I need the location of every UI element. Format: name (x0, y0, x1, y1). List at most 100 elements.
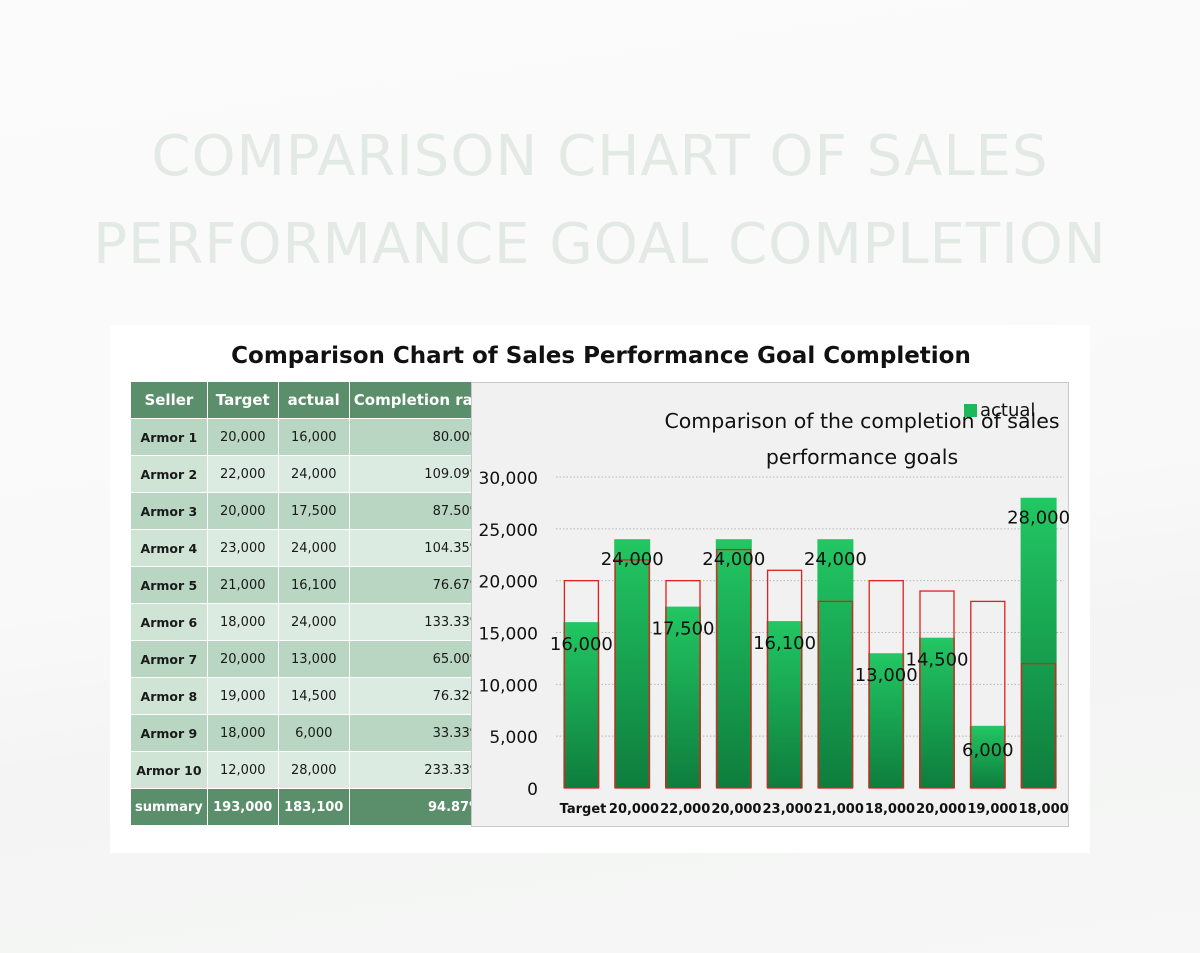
table-header-row: Seller Target actual Completion rate (130, 381, 496, 419)
bar-actual (766, 621, 803, 788)
bar-actual (1020, 497, 1057, 788)
table-row: Armor 3 20,000 17,500 87.50% (130, 492, 496, 530)
bar-target-outline (665, 580, 701, 789)
header-actual: actual (277, 381, 350, 419)
data-label: 24,000 (702, 549, 765, 570)
y-tick-label: 30,000 (479, 469, 538, 489)
legend-label-actual: actual (980, 400, 1036, 421)
x-tick-label: 18,000 (1019, 802, 1069, 817)
cell-actual: 16,100 (277, 566, 350, 604)
y-tick-label: 5,000 (489, 728, 538, 748)
bar-actual (715, 539, 752, 788)
cell-target: 21,000 (206, 566, 279, 604)
table-row: Armor 2 22,000 24,000 109.09% (130, 455, 496, 493)
bar-actual (969, 725, 1006, 788)
bar-actual (919, 637, 955, 788)
summary-seller: summary (130, 788, 208, 826)
x-axis-first-label: Target (560, 802, 607, 817)
cell-seller: Armor 5 (130, 566, 208, 604)
bar-target-outline (970, 600, 1006, 789)
cell-target: 20,000 (206, 492, 279, 530)
summary-actual: 183,100 (277, 788, 350, 826)
cell-completion-rate: 65.00% (348, 640, 496, 678)
cell-completion-rate: 104.35% (348, 529, 496, 567)
summary-target: 193,000 (206, 788, 279, 826)
bar-target-outline (919, 590, 955, 789)
data-label: 24,000 (601, 549, 664, 570)
header-target: Target (206, 381, 279, 419)
cell-seller: Armor 9 (130, 714, 208, 752)
summary-row: summary 193,000 183,100 94.87% (130, 788, 496, 826)
cell-seller: Armor 3 (130, 492, 208, 530)
cell-actual: 6,000 (277, 714, 350, 752)
data-label: 14,500 (906, 650, 969, 671)
cell-actual: 24,000 (277, 455, 350, 493)
table-row: Armor 9 18,000 6,000 33.33% (130, 714, 496, 752)
bar-target-outline (716, 548, 752, 789)
bar-target-outline (1020, 662, 1057, 789)
cell-completion-rate: 133.33% (348, 603, 496, 641)
y-tick-label: 15,000 (479, 625, 538, 645)
cell-actual: 24,000 (277, 603, 350, 641)
cell-actual: 16,000 (277, 418, 350, 456)
legend-swatch-actual (964, 404, 977, 417)
bar-actual (868, 653, 905, 788)
bar-target-outline (766, 569, 803, 789)
cell-seller: Armor 8 (130, 677, 208, 715)
table-row: Armor 1 20,000 16,000 80.00% (130, 418, 496, 456)
cell-target: 19,000 (206, 677, 279, 715)
x-tick-label: 20,000 (609, 802, 659, 817)
cell-target: 18,000 (206, 603, 279, 641)
cell-seller: Armor 7 (130, 640, 208, 678)
cell-completion-rate: 87.50% (348, 492, 496, 530)
bar-target-outline (563, 580, 600, 789)
data-label: 28,000 (1007, 508, 1070, 529)
cell-target: 20,000 (206, 640, 279, 678)
y-tick-label: 20,000 (479, 573, 538, 593)
bar-target-outline (868, 580, 904, 789)
x-tick-label: 21,000 (814, 802, 864, 817)
hero-title: COMPARISON CHART OF SALES PERFORMANCE GO… (93, 124, 1107, 277)
cell-completion-rate: 233.33% (348, 751, 496, 789)
bar-target-outline (614, 559, 650, 789)
bar-actual (665, 606, 701, 788)
cell-actual: 13,000 (277, 640, 350, 678)
cell-completion-rate: 76.32% (348, 677, 496, 715)
sales-table: Seller Target actual Completion rate Arm… (130, 381, 496, 826)
x-tick-label: 22,000 (660, 802, 710, 817)
cell-completion-rate: 76.67% (348, 566, 496, 604)
x-tick-label: 18,000 (865, 802, 915, 817)
table-row: Armor 5 21,000 16,100 76.67% (130, 566, 496, 604)
cell-actual: 17,500 (277, 492, 350, 530)
cell-seller: Armor 6 (130, 603, 208, 641)
summary-completion-rate: 94.87% (348, 788, 496, 826)
chart-title: Comparison of the completion of sales pe… (664, 409, 1060, 469)
cell-target: 22,000 (206, 455, 279, 493)
cell-actual: 24,000 (277, 529, 350, 567)
table-row: Armor 7 20,000 13,000 65.00% (130, 640, 496, 678)
chart-legend: actual (964, 400, 1035, 421)
y-tick-label: 10,000 (479, 676, 538, 696)
cell-seller: Armor 4 (130, 529, 208, 567)
bar-chart: Comparison of the completion of sales pe… (471, 382, 1070, 827)
bar-actual (563, 622, 600, 788)
cell-actual: 28,000 (277, 751, 350, 789)
table-row: Armor 4 23,000 24,000 104.35% (130, 529, 496, 567)
chart-card: Comparison Chart of Sales Performance Go… (110, 325, 1090, 853)
table-row: Armor 10 12,000 28,000 233.33% (130, 751, 496, 789)
y-tick-label: 0 (527, 780, 538, 800)
x-tick-label: 20,000 (916, 802, 966, 817)
bar-actual (817, 539, 854, 788)
cell-actual: 14,500 (277, 677, 350, 715)
table-row: Armor 6 18,000 24,000 133.33% (130, 603, 496, 641)
cell-seller: Armor 2 (130, 455, 208, 493)
data-label: 16,100 (753, 633, 816, 654)
header-seller: Seller (130, 381, 208, 419)
x-tick-label: 20,000 (711, 802, 761, 817)
y-tick-label: 25,000 (479, 521, 538, 541)
data-label: 24,000 (804, 549, 867, 570)
chart-plot: 0 5,000 10,000 15,000 20,000 25,000 30,000 16,0… (479, 469, 1070, 817)
cell-target: 20,000 (206, 418, 279, 456)
cell-target: 18,000 (206, 714, 279, 752)
bar-actual (614, 539, 651, 788)
